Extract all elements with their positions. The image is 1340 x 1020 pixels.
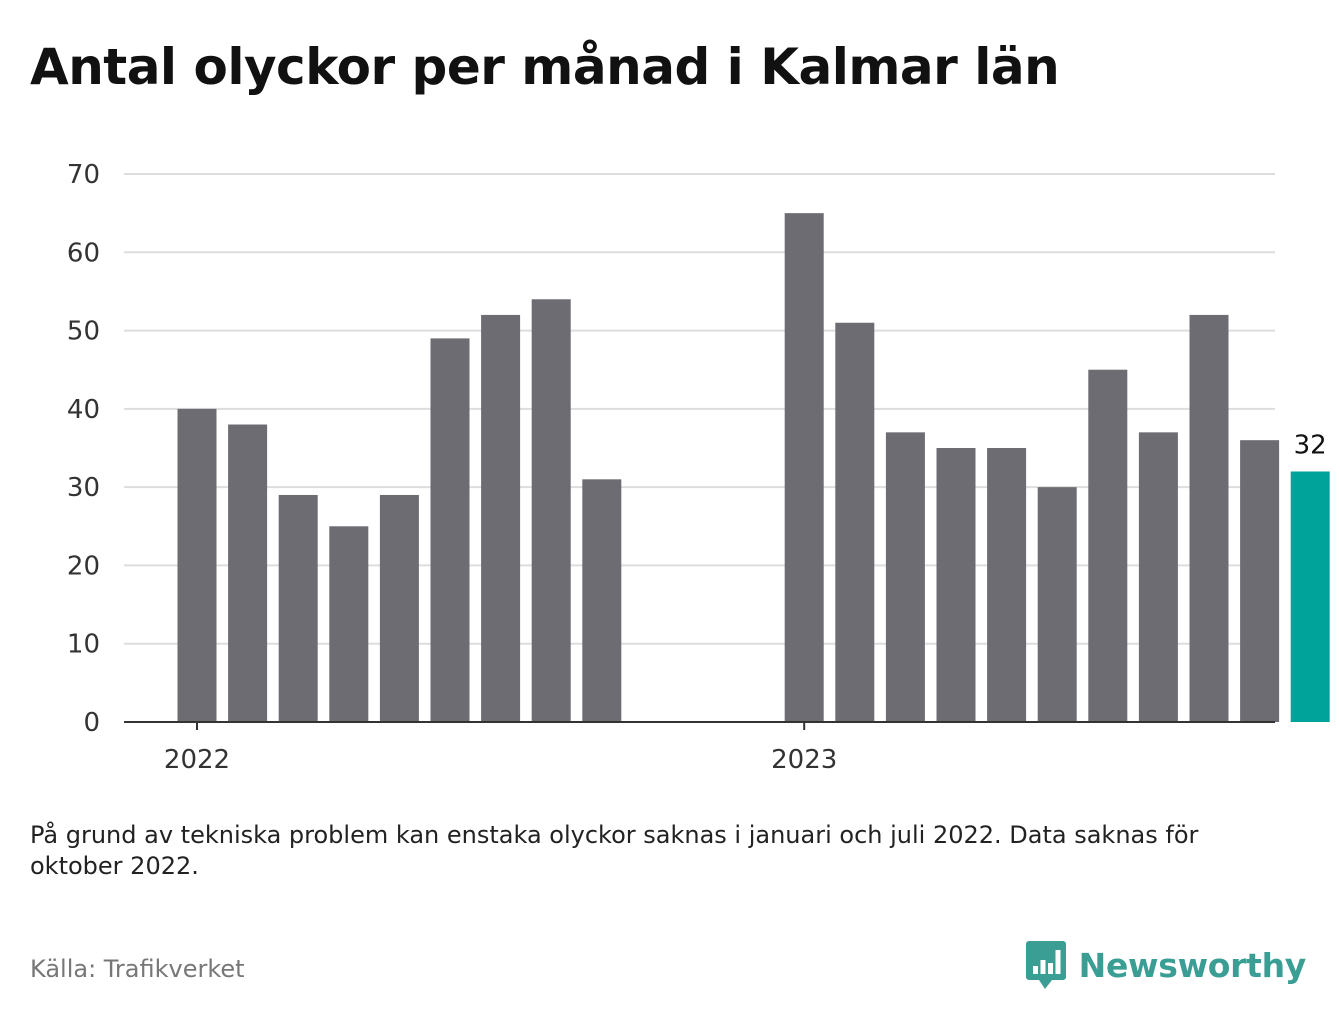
brand-name: Newsworthy — [1078, 945, 1307, 985]
y-tick-label: 60 — [67, 238, 100, 268]
bar — [481, 314, 521, 722]
bar — [329, 526, 369, 722]
bar — [885, 432, 925, 722]
bar — [1037, 487, 1077, 722]
bar — [835, 322, 875, 722]
y-axis-ticks: 0 10 20 30 40 50 60 70 — [67, 160, 100, 738]
bar-chart: 0 10 20 30 40 50 60 70 2022 2023 32 — [67, 160, 1330, 775]
y-tick-label: 0 — [83, 708, 100, 738]
bar — [278, 494, 318, 722]
x-tick-label: 2023 — [771, 745, 837, 775]
chart-title: Antal olyckor per månad i Kalmar län — [30, 38, 1060, 96]
bar — [1240, 440, 1280, 722]
bar — [531, 299, 571, 722]
y-tick-label: 30 — [67, 473, 100, 503]
bar — [430, 338, 470, 722]
newsworthy-logo-icon — [1025, 941, 1066, 989]
bar — [582, 479, 622, 722]
bar — [177, 408, 217, 722]
footnote: På grund av tekniska problem kan enstaka… — [30, 821, 1199, 880]
y-tick-label: 70 — [67, 160, 100, 190]
x-axis: 2022 2023 — [124, 721, 1275, 775]
y-tick-label: 20 — [67, 551, 100, 581]
bar — [379, 494, 419, 722]
bars — [177, 213, 1330, 722]
source-credit: Källa: Trafikverket — [30, 955, 245, 983]
data-labels: 32 — [1294, 430, 1327, 460]
y-tick-label: 10 — [67, 630, 100, 660]
brand-logo: Newsworthy — [1025, 938, 1306, 992]
bar — [228, 424, 268, 722]
x-tick-label: 2022 — [164, 745, 230, 775]
data-label: 32 — [1294, 430, 1327, 460]
y-tick-label: 40 — [67, 395, 100, 425]
bar — [1189, 314, 1229, 722]
bar — [1088, 369, 1128, 722]
y-tick-label: 50 — [67, 317, 100, 347]
bar-highlight — [1290, 471, 1330, 722]
bar — [784, 213, 824, 722]
bar — [936, 448, 976, 722]
bar — [1138, 432, 1178, 722]
bar — [987, 448, 1027, 722]
